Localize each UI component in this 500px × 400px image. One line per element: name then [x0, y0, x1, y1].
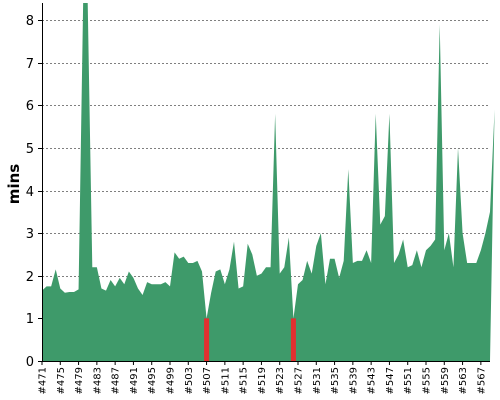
axis-layer: 0 1 2 3 4 5 6 7 8 #471 #475 #479 #483 #487 #491 #495 #49…	[26, 3, 490, 394]
x-tick-label: #515	[239, 367, 250, 394]
y-tick-label: 8	[26, 14, 34, 29]
x-tick-label: #495	[147, 367, 158, 394]
area-layer	[42, 3, 495, 361]
x-tick-label: #539	[348, 367, 359, 394]
x-tick-label: #483	[92, 367, 103, 394]
series-area	[42, 3, 495, 361]
x-tick-label: #503	[184, 367, 195, 394]
x-tick-label: #507	[202, 367, 213, 394]
x-tick-label: #519	[257, 367, 268, 394]
x-tick-label: #511	[220, 367, 231, 394]
x-tick-label: #523	[275, 367, 286, 394]
x-tick-label: #535	[330, 367, 341, 394]
highlight-bar	[204, 318, 210, 361]
x-tick-label: #547	[385, 367, 396, 394]
y-tick-label: 0	[26, 355, 34, 370]
x-tick-label: #499	[166, 367, 177, 394]
y-tick-label: 3	[26, 227, 34, 242]
x-tick-label: #555	[422, 367, 433, 394]
y-tick-label: 2	[26, 270, 34, 285]
x-tick-label: #487	[111, 367, 122, 394]
x-tick-label: #491	[129, 367, 140, 394]
x-tick-label: #567	[476, 367, 487, 394]
x-tick-label: #471	[38, 367, 49, 394]
highlight-bar	[290, 318, 296, 361]
y-tick-label: 6	[26, 99, 34, 114]
y-tick-label: 4	[26, 185, 34, 200]
x-tick-label: #563	[458, 367, 469, 394]
y-tick-label: 7	[26, 57, 34, 72]
y-tick-label: 5	[26, 142, 34, 157]
y-tick-label: 1	[26, 312, 34, 327]
x-tick-label: #479	[74, 367, 85, 394]
x-tick-label: #559	[440, 367, 451, 394]
x-tick-label: #475	[56, 367, 67, 394]
x-tick-label: #543	[367, 367, 378, 394]
x-tick-label: #551	[403, 367, 414, 394]
x-tick-label: #531	[312, 367, 323, 394]
y-axis-label: mins	[5, 164, 23, 204]
x-tick-label: #527	[294, 367, 305, 394]
